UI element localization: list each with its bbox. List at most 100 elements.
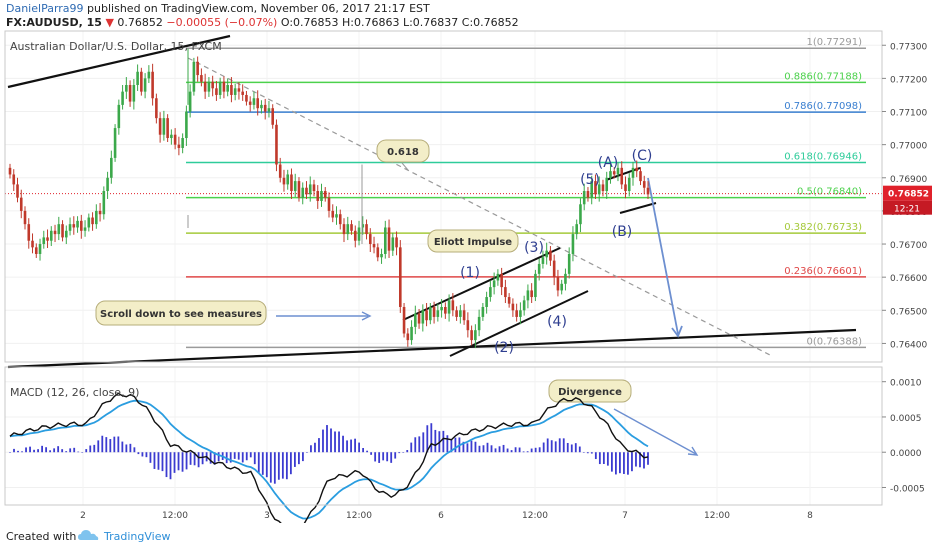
candle-body (128, 85, 132, 102)
scroll-down-callout-text: Scroll down to see measures (100, 309, 262, 320)
time-tick-label: 12:00 (522, 511, 548, 521)
macd-histogram-bar (334, 431, 336, 453)
candle-body (590, 181, 594, 198)
candle-body (275, 124, 278, 165)
candle-body (474, 330, 477, 341)
candle-body (406, 333, 410, 341)
candle-body (335, 214, 338, 218)
candle-body (271, 108, 275, 125)
candle-body (293, 181, 297, 192)
candle-body (237, 88, 241, 92)
published-text: published on TradingView.com, November 0… (87, 2, 430, 15)
macd-histogram-bar (623, 452, 625, 474)
macd-histogram-bar (117, 436, 120, 453)
macd-histogram-bar (647, 452, 649, 465)
ohlc-line: FX:AUDUSD, 15 ▼ 0.76852 −0.00055 (−0.07%… (6, 16, 519, 29)
macd-histogram-bar (474, 441, 477, 453)
candle-body (181, 138, 184, 148)
macd-histogram-bar (153, 452, 156, 469)
chart-header: DanielParra99 published on TradingView.c… (0, 0, 932, 30)
candle-body (256, 98, 259, 109)
candle-body (312, 184, 316, 192)
macd-histogram-bar (490, 445, 493, 453)
macd-histogram-bar (229, 452, 232, 463)
macd-histogram-bar (322, 429, 324, 453)
macd-histogram-bar (358, 442, 360, 453)
candle-body (496, 273, 500, 281)
candle-body (627, 177, 631, 192)
macd-histogram-bar (586, 452, 589, 454)
candle-body (91, 217, 94, 225)
macd-histogram-bar (310, 445, 312, 453)
candle-body (504, 287, 507, 298)
macd-histogram-bar (113, 436, 116, 453)
candle-body (113, 128, 117, 158)
candle-body (556, 277, 560, 291)
fib-0618-callout-text: 0.618 (387, 147, 419, 158)
macd-histogram-bar (426, 425, 429, 453)
wave-label: (1) (460, 265, 480, 281)
candle-body (42, 237, 46, 245)
candle-body (594, 181, 597, 195)
candle-body (342, 224, 346, 235)
macd-histogram-bar (362, 448, 365, 453)
macd-histogram-bar (534, 447, 537, 453)
upper-trendline (7, 34, 231, 89)
macd-histogram-bar (177, 452, 180, 471)
macd-histogram-bar (478, 445, 481, 453)
price-tick-label: 0.77100 (890, 109, 927, 119)
chart-area[interactable]: 1(0.77291)0.886(0.77188)0.786(0.77098)0.… (0, 30, 932, 523)
macd-histogram-bar (9, 452, 11, 453)
macd-histogram-bar (442, 430, 445, 453)
price-tick-label: 0.76600 (890, 274, 927, 284)
candle-body (53, 230, 57, 235)
macd-histogram-bar (486, 442, 489, 453)
macd-histogram-bar (145, 452, 148, 458)
candle-body (57, 224, 61, 235)
wave-label: (3) (524, 240, 544, 256)
author-link[interactable]: DanielParra99 (6, 2, 84, 15)
candle-body (417, 313, 421, 324)
projection-arrow-head (671, 325, 683, 338)
candle-body (612, 171, 616, 175)
candle-body (481, 306, 485, 317)
candle-body (395, 237, 398, 248)
candle-body (429, 306, 432, 321)
macd-histogram-bar (81, 452, 84, 453)
macd-histogram-bar (169, 452, 172, 480)
candle-body (166, 118, 169, 139)
macd-histogram-bar (554, 441, 557, 453)
wave-label: (5) (580, 172, 600, 188)
macd-histogram-bar (542, 442, 545, 453)
symbol-label: FX:AUDUSD, 15 (6, 16, 102, 29)
axes: 0.77300 0.77200 0.77100 0.77000 0.76900 0.768… (4, 30, 932, 521)
macd-histogram-bar (97, 440, 100, 453)
candle-body (222, 81, 226, 92)
candle-body (631, 167, 635, 178)
candle-body (110, 157, 113, 178)
candle-body (140, 71, 143, 92)
macd-histogram-bar (382, 452, 385, 461)
candle-body (132, 85, 136, 102)
macd-histogram-bar (614, 452, 617, 475)
price-tick-label: 0.76900 (890, 175, 927, 185)
footer: Created with TradingView (0, 523, 932, 550)
candle-body (383, 227, 387, 254)
candle-body (530, 290, 533, 298)
candle-body (301, 187, 305, 198)
candle-body (282, 177, 286, 185)
divergence-arrow-head (687, 446, 699, 456)
macd-histogram-bar (69, 448, 72, 453)
macd-histogram-bar (29, 446, 31, 453)
macd-histogram-bar (105, 437, 108, 453)
candle-body (170, 134, 173, 139)
macd-histogram-bar (578, 446, 581, 453)
macd-histogram-bar (241, 452, 244, 463)
candle-body (350, 224, 353, 231)
tradingview-brand[interactable]: TradingView (104, 530, 171, 543)
candle-body (414, 313, 417, 327)
time-tick-label: 12:00 (346, 511, 372, 521)
fib-label: 0.382(0.76733) (784, 222, 862, 233)
candle-body (233, 88, 237, 95)
macd-histogram-bar (185, 452, 188, 470)
